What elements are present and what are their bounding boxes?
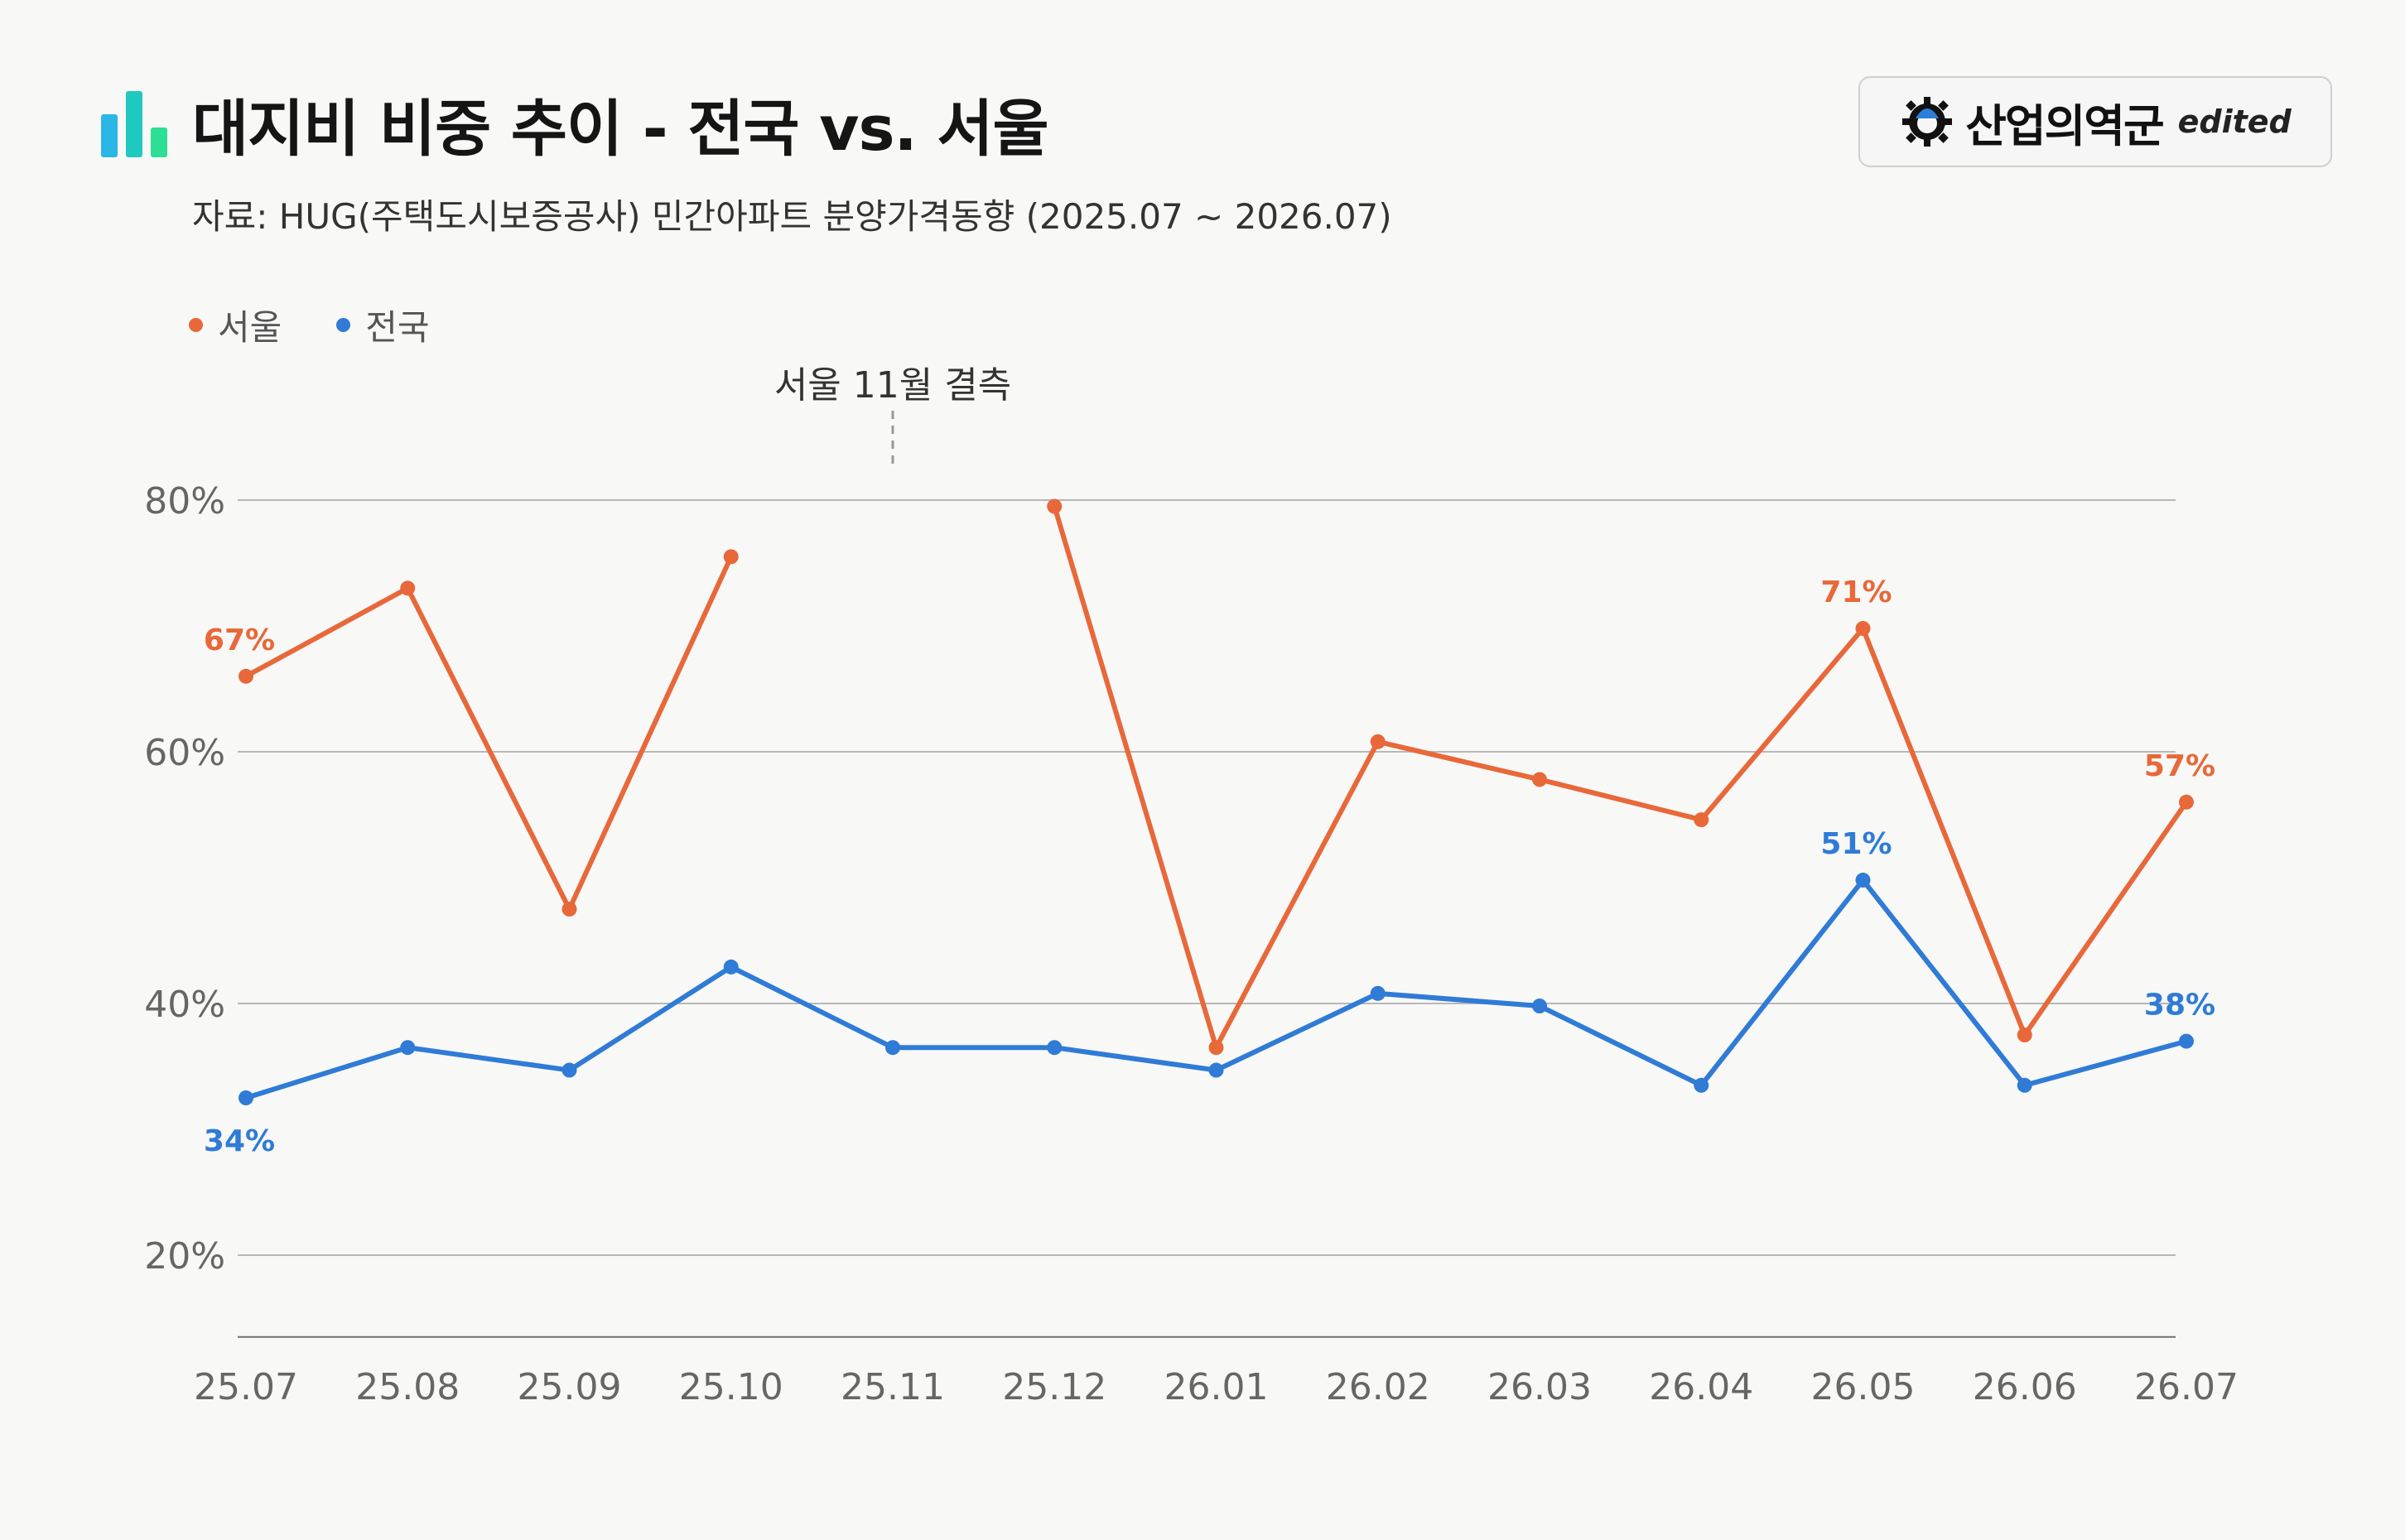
data-point-national [1694, 1077, 1709, 1093]
x-tick-label: 25.07 [194, 1366, 298, 1408]
data-point-seoul [2179, 794, 2194, 810]
chart-subtitle: 자료: HUG(주택도시보증공사) 민간아파트 분양가격동향 (2025.07 … [192, 196, 1392, 237]
x-tick-label: 25.12 [1002, 1366, 1106, 1408]
data-point-seoul [561, 902, 577, 917]
legend-label-seoul: 서울 [218, 307, 282, 348]
y-tick-label: 20% [144, 1235, 225, 1278]
data-point-national [2017, 1077, 2032, 1093]
data-point-seoul [1370, 734, 1386, 749]
x-tick-label: 26.01 [1164, 1366, 1269, 1408]
x-tick-label: 25.11 [841, 1366, 945, 1408]
x-tick-label: 26.07 [2134, 1366, 2239, 1408]
y-tick-label: 80% [144, 480, 225, 522]
data-point-seoul [400, 580, 416, 596]
y-tick-label: 40% [144, 984, 225, 1026]
brand-name: 산업의역군 [1965, 99, 2164, 152]
x-tick-label: 26.02 [1326, 1366, 1430, 1408]
missing-data-annotation: 서울 11월 결측 [774, 364, 1011, 407]
worker-gear-icon [1902, 97, 1953, 147]
data-point-national [1855, 873, 1871, 888]
data-point-national [561, 1062, 577, 1078]
x-tick-label: 26.05 [1811, 1366, 1916, 1408]
x-tick-label: 26.06 [1973, 1366, 2077, 1408]
data-label: 57% [2144, 749, 2215, 783]
bar-chart-icon [101, 91, 169, 157]
chart-legend: 서울 전국 [189, 300, 484, 350]
x-tick-label: 26.04 [1649, 1366, 1753, 1408]
data-point-seoul [723, 549, 739, 565]
data-point-national [400, 1040, 416, 1056]
data-label: 38% [2144, 989, 2215, 1023]
series-line-seoul [243, 554, 734, 912]
data-point-seoul [1208, 1040, 1224, 1056]
data-label: 34% [204, 1124, 275, 1158]
chart-title: 대지비 비중 추이 - 전국 vs. 서울 [192, 94, 1049, 165]
data-point-national [1370, 985, 1386, 1001]
data-point-seoul [1047, 498, 1063, 514]
x-tick-label: 25.08 [355, 1366, 460, 1408]
x-tick-label: 25.09 [518, 1366, 622, 1408]
data-point-seoul [1694, 812, 1709, 828]
data-label: 71% [1820, 575, 1892, 609]
bar-chart-icon-bar-2 [126, 91, 142, 157]
data-point-national [1208, 1062, 1224, 1078]
x-tick-label: 25.10 [679, 1366, 783, 1408]
data-label: 67% [204, 623, 275, 657]
legend-label-national: 전국 [365, 307, 430, 348]
data-point-national [239, 1090, 253, 1105]
data-point-seoul [1532, 772, 1547, 787]
bar-chart-icon-bar-1 [101, 114, 118, 157]
legend-dot-seoul [189, 318, 203, 332]
data-point-national [2179, 1033, 2194, 1049]
legend-dot-national [336, 318, 351, 332]
data-point-national [1532, 999, 1547, 1014]
legend-item-national: 전국 [336, 300, 430, 350]
legend-item-seoul: 서울 [189, 300, 282, 350]
x-tick-label: 26.03 [1487, 1366, 1592, 1408]
data-label: 51% [1820, 827, 1892, 861]
data-point-national [723, 959, 739, 975]
edited-label: edited [2177, 103, 2292, 140]
data-point-seoul [239, 668, 253, 684]
y-tick-label: 60% [144, 732, 225, 774]
series-line-seoul [1052, 503, 2189, 1051]
bar-chart-icon-bar-3 [151, 128, 167, 157]
data-point-national [885, 1040, 900, 1056]
data-point-seoul [1855, 621, 1871, 637]
data-point-national [1047, 1040, 1063, 1056]
data-point-seoul [2017, 1027, 2032, 1042]
brand-badge: 산업의역군 edited [1858, 76, 2332, 167]
